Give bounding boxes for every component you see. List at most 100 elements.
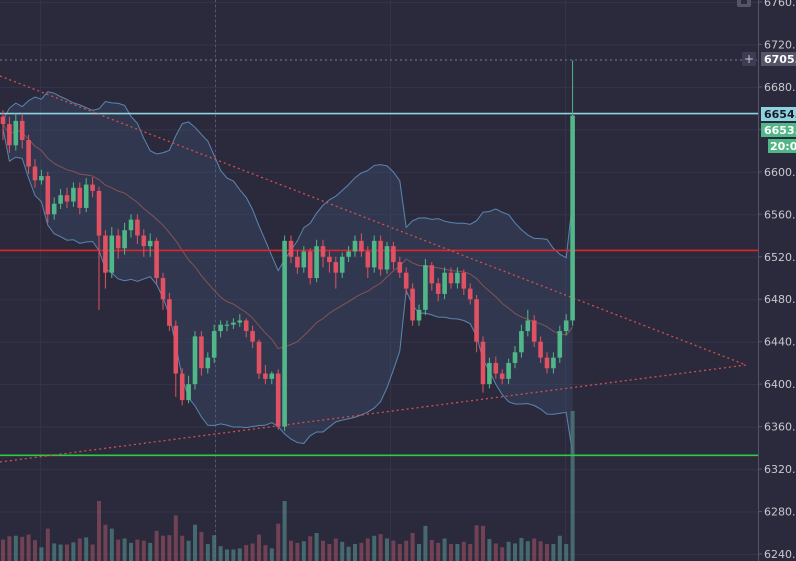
price-tag: 6653.4	[761, 123, 796, 137]
candles	[0, 60, 575, 431]
bearish-candle	[474, 294, 479, 353]
candle-body	[275, 373, 281, 427]
volume-bar	[327, 544, 332, 561]
bullish-candle	[39, 169, 44, 185]
candle-body	[122, 230, 127, 249]
volume-bar	[135, 539, 140, 561]
bullish-candle	[211, 324, 217, 363]
volume-bar	[372, 535, 377, 561]
volume-bar	[65, 544, 69, 561]
volume-bar	[199, 531, 204, 561]
volume-bar	[167, 535, 172, 561]
candle-body	[359, 240, 364, 252]
candle-body	[365, 251, 371, 268]
candle-body	[256, 341, 262, 374]
bearish-candle	[403, 267, 409, 295]
bullish-candle	[314, 239, 319, 283]
candle-body	[243, 320, 249, 332]
candle-body	[205, 357, 211, 369]
candle-body	[461, 272, 467, 289]
volume-bar	[141, 540, 146, 561]
candle-body	[397, 262, 403, 273]
volume-bar	[109, 528, 114, 561]
volume-bar	[1, 539, 5, 561]
bullish-candle	[563, 314, 569, 336]
candle-body	[301, 251, 307, 268]
volume-bar	[308, 536, 313, 561]
bearish-candle	[141, 229, 147, 257]
bearish-candle	[64, 187, 70, 208]
add-price-line-button[interactable]: +	[742, 52, 756, 66]
volume-bar	[410, 533, 415, 561]
bearish-candle	[295, 250, 300, 274]
price-tag-label: 20:00	[770, 140, 796, 153]
candle-body	[551, 357, 556, 369]
bearish-candle	[179, 368, 185, 406]
volume-bar	[13, 535, 18, 561]
volume-bar	[423, 525, 428, 561]
volume-bar	[237, 548, 242, 561]
candle-body	[282, 240, 287, 427]
bearish-candle	[0, 110, 6, 140]
tick-label: 6600.00	[764, 166, 796, 179]
bullish-candle	[506, 358, 511, 385]
volume-bars	[1, 411, 575, 561]
bullish-candle	[557, 325, 563, 363]
candle-body	[288, 240, 294, 257]
volume-bar	[417, 544, 421, 561]
volume-bar	[250, 543, 255, 561]
volume-bar	[276, 523, 281, 561]
bearish-candle	[173, 320, 179, 397]
candle-body	[346, 251, 351, 257]
candle-body	[103, 235, 108, 273]
volume-bar	[52, 543, 57, 561]
bullish-candle	[218, 320, 223, 338]
bullish-candle	[519, 324, 524, 358]
lock-scale-icon[interactable]	[737, 0, 751, 7]
tick-label: 6560.00	[764, 208, 796, 221]
candle-body	[531, 320, 537, 342]
bullish-candle	[525, 309, 531, 337]
volume-bar	[225, 549, 229, 561]
price-tag-label: 6653.4	[764, 124, 796, 137]
bearish-candle	[461, 269, 467, 295]
bearish-candle	[499, 369, 505, 385]
volume-bar	[519, 537, 524, 561]
candle-body	[237, 320, 243, 323]
volume-bar	[359, 542, 364, 561]
candle-body	[314, 246, 319, 278]
bearish-candle	[333, 256, 339, 289]
candle-body	[64, 195, 70, 202]
volume-bar	[397, 544, 402, 561]
bearish-candle	[32, 159, 38, 188]
bullish-candle	[186, 375, 191, 404]
bullish-candle	[371, 235, 377, 273]
volume-bar	[45, 528, 50, 561]
bearish-candle	[7, 116, 12, 153]
candle-body	[538, 341, 543, 358]
volume-bar	[97, 501, 101, 561]
volume-bar	[461, 541, 466, 561]
bearish-candle	[391, 241, 396, 270]
tick-label: 6320.00	[764, 463, 796, 476]
price-axis-background[interactable]	[758, 0, 796, 561]
candle-body	[96, 190, 102, 236]
bullish-candle	[83, 178, 89, 213]
candle-body	[115, 235, 121, 249]
bearish-candle	[19, 113, 25, 149]
candle-body	[442, 272, 447, 294]
tick-label: 6440.00	[764, 336, 796, 349]
triangle-trendlines	[0, 75, 747, 463]
descending-trendline	[0, 75, 747, 366]
volume-bar	[564, 544, 569, 561]
candle-body	[211, 331, 217, 358]
volume-bar	[33, 540, 37, 561]
candle-body	[410, 288, 415, 321]
tick-label: 6760.00	[764, 0, 796, 9]
bearish-candle	[320, 239, 326, 268]
volume-bar	[385, 538, 389, 561]
price-tag-background	[768, 139, 796, 153]
bollinger-middle-line	[2, 123, 573, 350]
